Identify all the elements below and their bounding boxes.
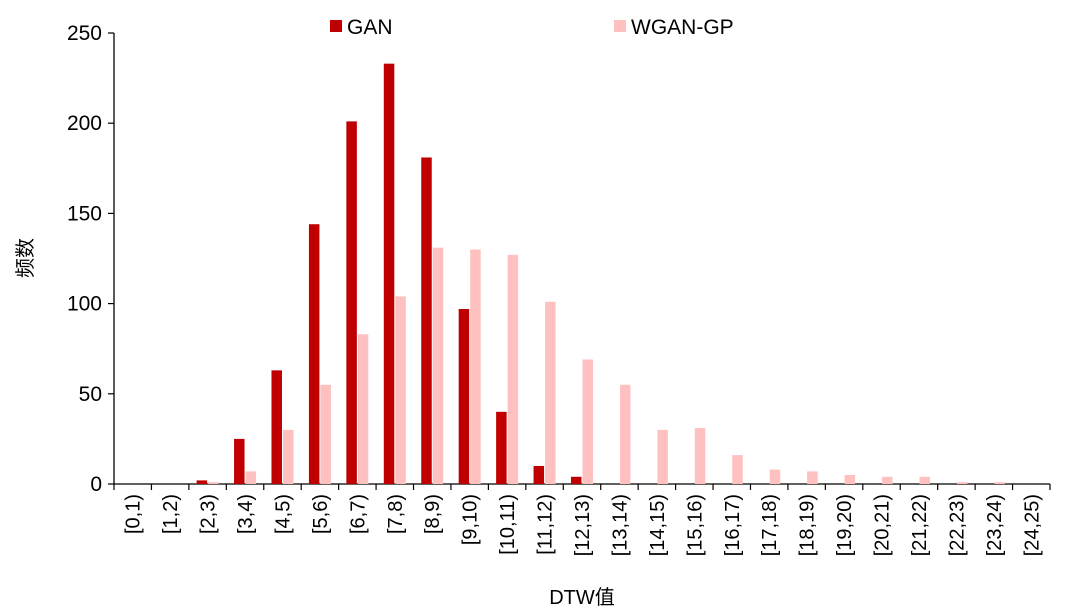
bar-wgan-gp-23 — [994, 482, 1005, 484]
bar-wgan-gp-15 — [694, 428, 706, 484]
bar-wgan-gp-11 — [545, 301, 556, 484]
y-axis-label: 频数 — [14, 238, 37, 278]
x-tick-label: [4,5) — [272, 494, 294, 534]
bar-gan-5 — [308, 224, 320, 484]
bar-wgan-gp-21 — [919, 476, 930, 484]
x-tick-label: [10,11) — [497, 494, 519, 555]
x-tick-label: [11,12) — [535, 494, 557, 555]
bar-gan-2 — [196, 480, 208, 484]
bar-wgan-gp-2 — [208, 482, 219, 484]
y-tick-label: 200 — [67, 112, 102, 135]
bar-wgan-gp-8 — [432, 247, 444, 484]
x-tick-label: [16,17) — [722, 494, 744, 556]
x-tick-label: [14,15) — [647, 494, 669, 556]
bar-wgan-gp-10 — [507, 254, 519, 484]
bar-wgan-gp-13 — [619, 384, 631, 484]
bar-gan-12 — [571, 476, 582, 484]
bar-wgan-gp-4 — [282, 429, 294, 484]
bar-wgan-gp-14 — [657, 429, 668, 484]
bar-wgan-gp-17 — [769, 469, 781, 484]
x-tick-label: [2,3) — [198, 494, 220, 534]
x-tick-label: [19,20) — [834, 494, 856, 556]
bar-gan-3 — [234, 438, 245, 484]
y-tick-label: 0 — [90, 473, 102, 496]
x-tick-label: [12,13) — [572, 494, 594, 556]
x-axis-label: DTW值 — [549, 586, 615, 609]
bars — [196, 63, 1005, 484]
bar-wgan-gp-16 — [732, 455, 743, 484]
bar-wgan-gp-3 — [245, 471, 257, 484]
x-tick-label: [22,23) — [946, 494, 968, 556]
bar-wgan-gp-12 — [582, 359, 593, 484]
x-tick-label: [6,7) — [347, 494, 369, 534]
y-tick-label: 50 — [79, 383, 102, 406]
bar-gan-4 — [271, 370, 282, 484]
x-tick-label: [7,8) — [385, 494, 407, 534]
x-tick-label: [9,10) — [460, 494, 482, 545]
x-tick-label: [3,4) — [235, 494, 257, 534]
legend-swatch-wgan-gp — [614, 20, 626, 32]
legend-swatch-gan — [330, 20, 342, 32]
bar-wgan-gp-20 — [882, 476, 893, 484]
x-tick-label: [5,6) — [310, 494, 332, 534]
bar-gan-11 — [533, 465, 545, 484]
bar-gan-9 — [458, 309, 470, 484]
bar-gan-7 — [383, 63, 395, 484]
y-tick-label: 100 — [67, 293, 102, 316]
legend: GAN WGAN-GP — [330, 16, 734, 39]
bar-wgan-gp-5 — [320, 384, 331, 484]
bar-wgan-gp-6 — [357, 334, 369, 484]
bar-gan-8 — [421, 157, 432, 484]
x-tick-label: [8,9) — [422, 494, 444, 534]
bar-wgan-gp-9 — [470, 249, 481, 484]
legend-label-gan: GAN — [347, 16, 393, 39]
x-tick-label: [20,21) — [872, 494, 894, 556]
x-tick-label: [0,1) — [123, 494, 145, 534]
bar-wgan-gp-22 — [956, 482, 968, 484]
x-tick-label: [17,18) — [759, 494, 781, 556]
x-tick-label: [1,2) — [160, 494, 182, 534]
y-axis-ticks: 0 50 100 150 200 250 — [67, 22, 114, 496]
bar-wgan-gp-7 — [395, 296, 406, 484]
y-tick-label: 150 — [67, 202, 102, 225]
x-tick-label: [21,22) — [909, 494, 931, 556]
x-axis-ticks: [0,1) [1,2) [2,3) [3,4) [4,5) [5,6) [6,7) [7,8)… — [113, 484, 1051, 556]
bar-wgan-gp-19 — [844, 474, 856, 484]
x-tick-label: [23,24) — [984, 494, 1006, 556]
x-tick-label: [15,16) — [684, 494, 706, 556]
bar-gan-6 — [346, 121, 357, 484]
plot-area — [113, 33, 1050, 485]
y-tick-label: 250 — [67, 22, 102, 45]
bar-wgan-gp-18 — [807, 471, 818, 484]
x-tick-label: [13,14) — [609, 494, 631, 556]
x-tick-label: [24,25) — [1021, 494, 1043, 556]
legend-label-wgan-gp: WGAN-GP — [631, 16, 734, 39]
bar-gan-10 — [496, 411, 507, 484]
x-tick-label: [18,19) — [797, 494, 819, 556]
